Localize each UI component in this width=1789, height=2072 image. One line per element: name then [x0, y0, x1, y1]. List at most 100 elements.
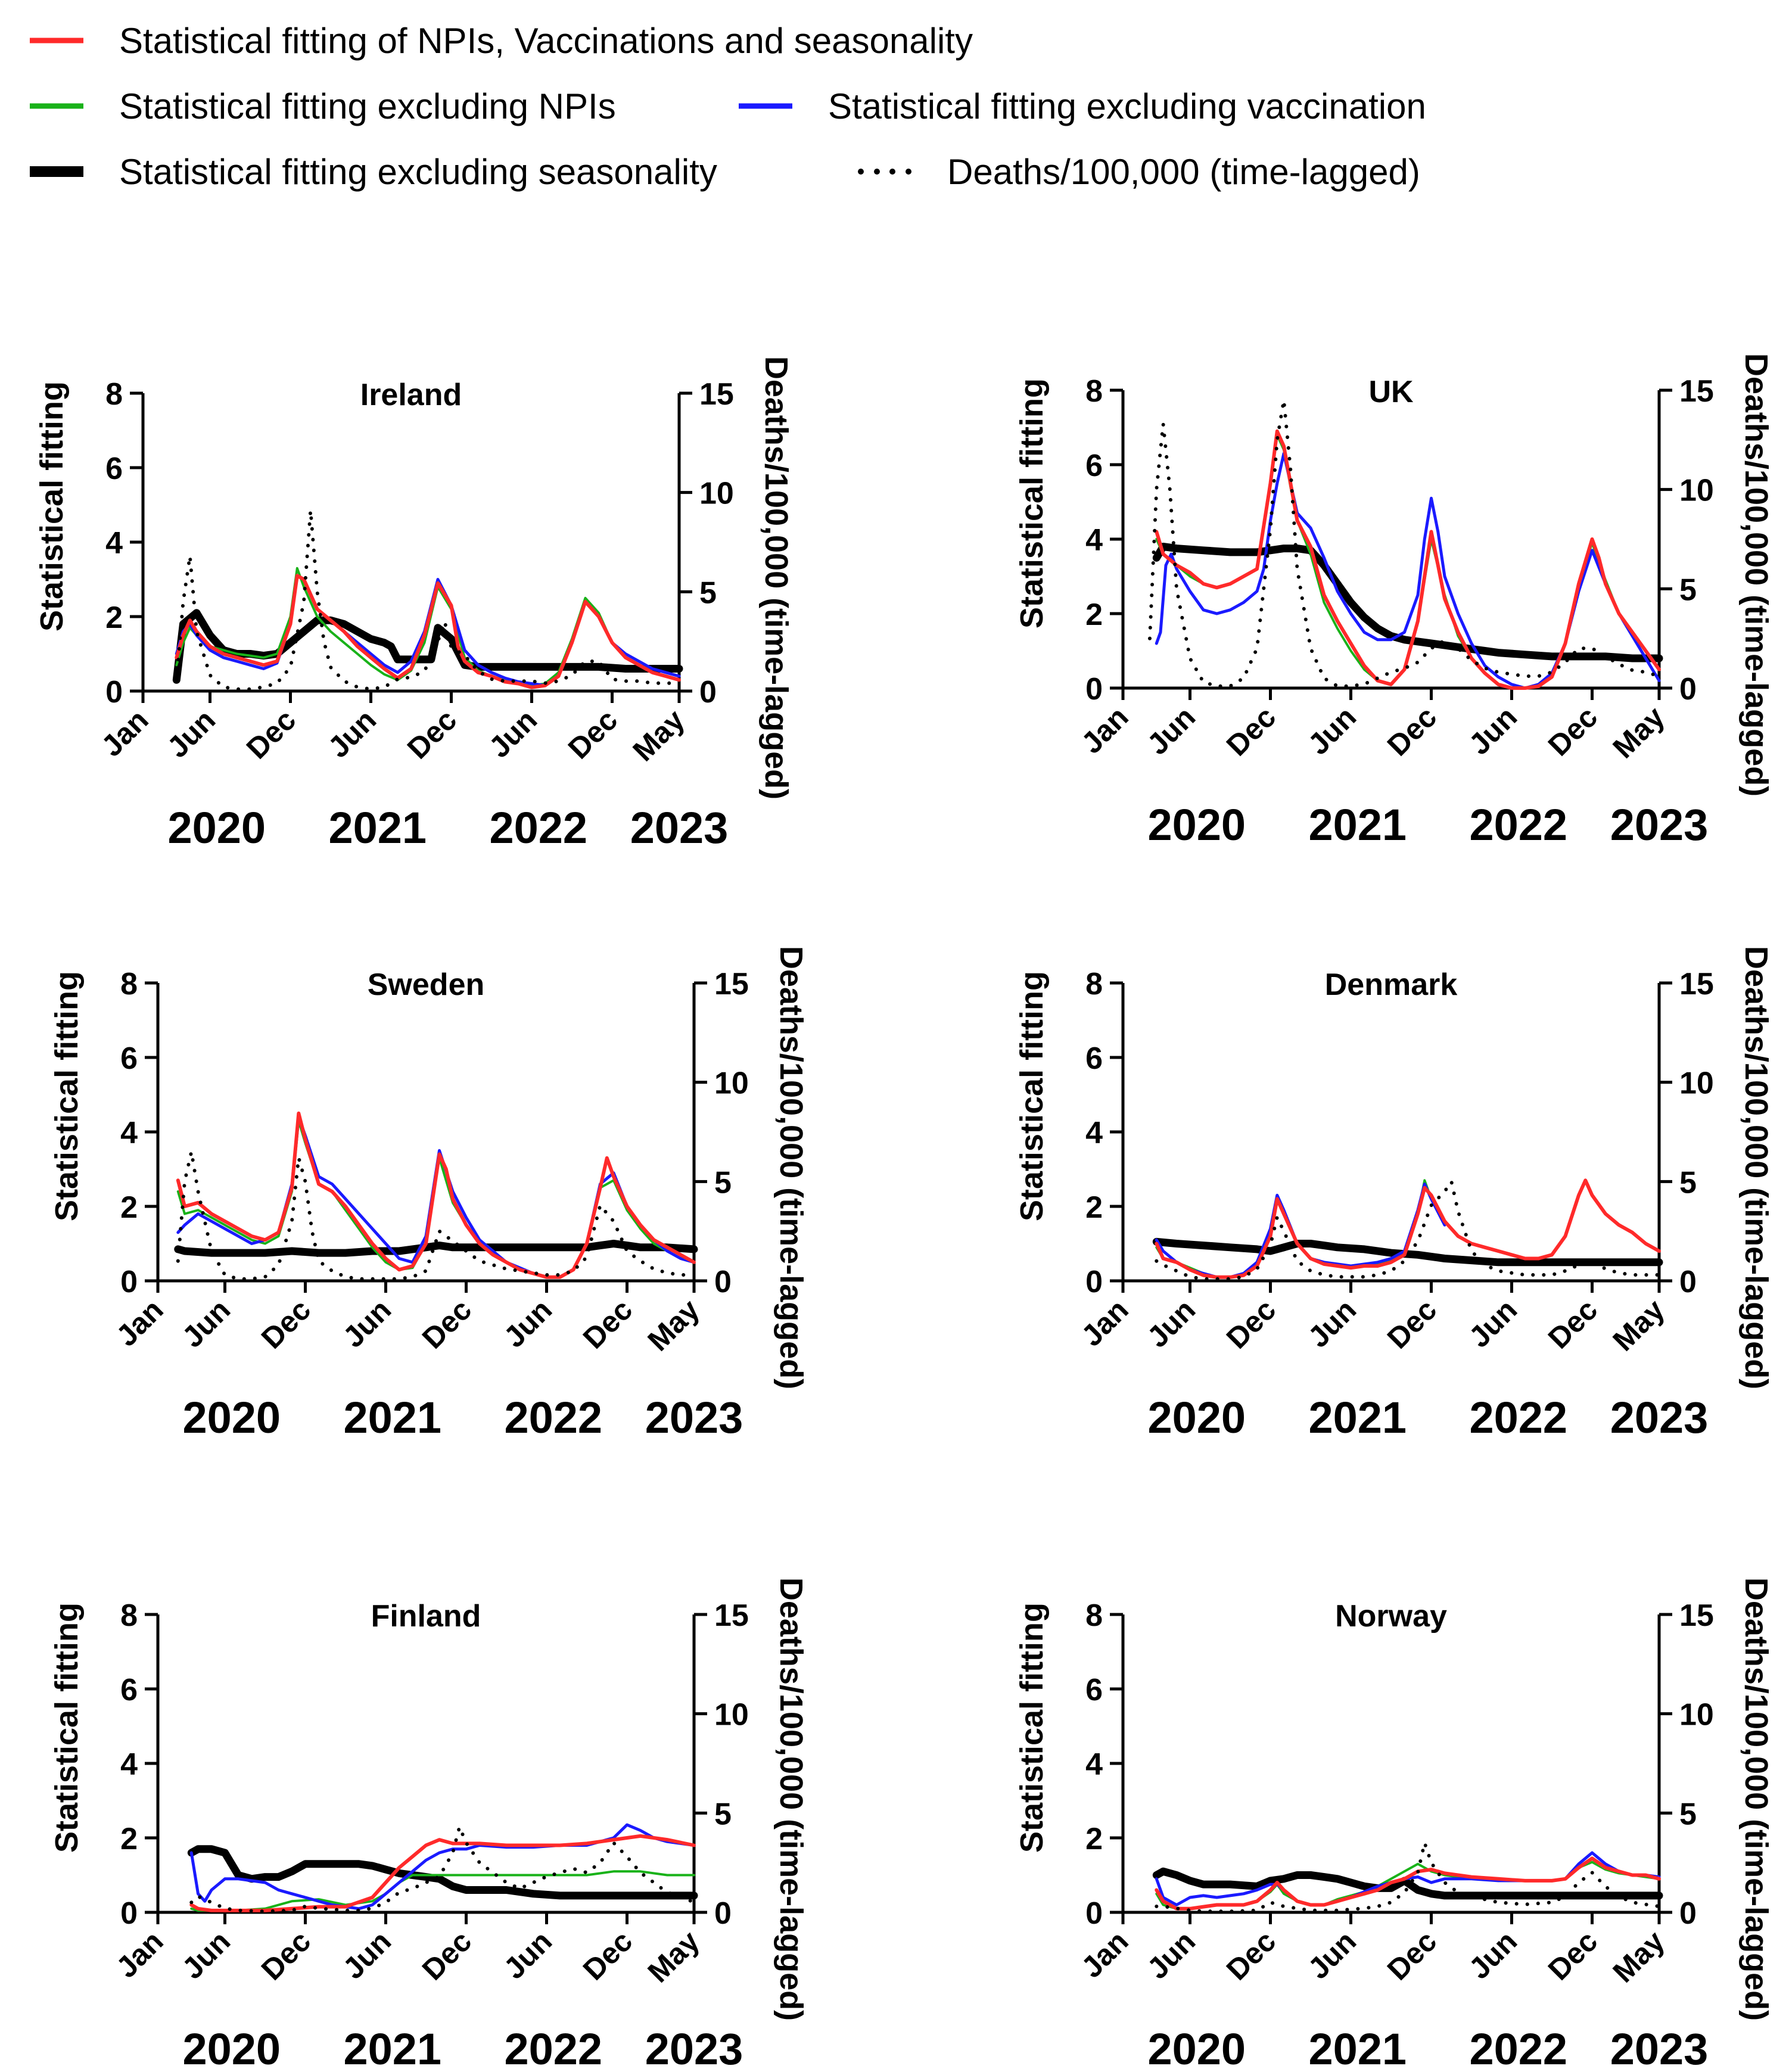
- y-tick-label: 2: [120, 1822, 138, 1856]
- y-tick-label: 2: [1085, 1190, 1103, 1225]
- x-tick-label: May: [641, 1293, 706, 1358]
- x-year-label: 2020: [182, 1393, 281, 1442]
- x-year-label: 2022: [1469, 1393, 1567, 1442]
- x-year-label: 2020: [1147, 1393, 1246, 1442]
- y2-tick-label: 15: [714, 1598, 749, 1633]
- y-tick-label: 6: [1085, 1673, 1103, 1707]
- x-tick-label: Dec: [577, 1293, 639, 1355]
- legend-swatch-excl-npi: [30, 82, 83, 130]
- chart-title: UK: [1368, 375, 1414, 409]
- legend-swatch-full: [30, 17, 83, 64]
- x-year-label: 2021: [1308, 1393, 1407, 1442]
- y2-tick-label: 5: [1679, 1797, 1697, 1831]
- series-line-excl-season: [174, 1240, 698, 1257]
- y2-axis-title: Deaths/100,000 (time-lagged): [758, 356, 794, 799]
- x-year-label: 2021: [343, 1393, 441, 1442]
- y-tick-label: 2: [1085, 1822, 1103, 1856]
- series-line-deaths: [1155, 1180, 1661, 1281]
- x-tick-label: Jun: [337, 1293, 397, 1354]
- x-tick-label: Dec: [1220, 1293, 1282, 1355]
- y-tick-label: 0: [1085, 1265, 1103, 1299]
- x-tick-label: Dec: [255, 1924, 317, 1986]
- x-year-label: 2020: [167, 803, 266, 853]
- x-year-label: 2020: [1147, 2024, 1246, 2072]
- legend-label-full: Statistical fitting of NPIs, Vaccination…: [119, 20, 973, 61]
- x-tick-label: Dec: [1381, 1293, 1443, 1355]
- y2-tick-label: 5: [1679, 573, 1697, 607]
- x-year-label: 2020: [182, 2024, 281, 2072]
- y2-tick-label: 15: [1679, 967, 1714, 1001]
- y-tick-label: 4: [1085, 1747, 1103, 1782]
- x-tick-label: Jun: [1463, 1293, 1523, 1354]
- x-tick-label: Jan: [110, 1924, 170, 1984]
- y2-axis-title: Deaths/100,000 (time-lagged): [773, 946, 809, 1389]
- x-year-label: 2022: [489, 803, 587, 853]
- series-line-full: [1155, 429, 1661, 690]
- series-line-excl-season: [1152, 1237, 1663, 1267]
- legend-swatch-deaths: [858, 148, 911, 195]
- chart-title: Norway: [1335, 1599, 1447, 1634]
- series-line-full: [1155, 1178, 1661, 1279]
- chart-title: Denmark: [1325, 967, 1458, 1002]
- x-tick-label: Jun: [322, 703, 382, 764]
- y-tick-label: 6: [1085, 449, 1103, 483]
- y2-tick-label: 15: [1679, 374, 1714, 409]
- series-line-excl-vacc: [1155, 1851, 1661, 1906]
- y2-axis-title: Deaths/100,000 (time-lagged): [1738, 353, 1774, 797]
- y-tick-label: 2: [1085, 598, 1103, 632]
- y2-tick-label: 0: [1679, 672, 1697, 707]
- x-tick-label: Dec: [416, 1293, 478, 1355]
- y-tick-label: 0: [120, 1265, 138, 1299]
- series-line-excl-season: [187, 1845, 698, 1900]
- y-axis-title: Statistical fitting: [1014, 971, 1050, 1221]
- x-tick-label: Dec: [1220, 700, 1282, 762]
- x-tick-label: Dec: [1381, 700, 1443, 762]
- y-tick-label: 4: [120, 1116, 138, 1150]
- x-tick-label: May: [626, 703, 691, 768]
- y2-tick-label: 5: [714, 1165, 732, 1200]
- x-tick-label: Dec: [1381, 1924, 1443, 1986]
- series-line-excl-season: [1152, 1867, 1663, 1900]
- chart-title: Finland: [371, 1599, 481, 1634]
- y2-tick-label: 15: [699, 377, 734, 412]
- y-tick-label: 6: [105, 452, 123, 486]
- x-tick-label: Dec: [1542, 1293, 1604, 1355]
- y-tick-label: 6: [1085, 1041, 1103, 1076]
- x-tick-label: Dec: [240, 703, 302, 765]
- series-line-excl-season: [1152, 543, 1663, 662]
- series-line-deaths: [1148, 398, 1661, 688]
- y-tick-label: 4: [120, 1747, 138, 1782]
- y-axis-title: Statistical fitting: [49, 1603, 85, 1853]
- legend-label-deaths: Deaths/100,000 (time-lagged): [947, 151, 1420, 192]
- legend-swatch-excl-season: [30, 148, 83, 195]
- x-tick-label: Jun: [1302, 1924, 1362, 1985]
- y-tick-label: 2: [120, 1190, 138, 1225]
- legend-item-deaths: Deaths/100,000 (time-lagged): [858, 148, 1420, 195]
- x-tick-label: Dec: [577, 1924, 639, 1986]
- x-tick-label: Jun: [1302, 1293, 1362, 1354]
- series-line-full: [1155, 1856, 1661, 1911]
- x-year-label: 2022: [1469, 2024, 1567, 2072]
- x-year-label: 2022: [504, 1393, 602, 1442]
- x-tick-label: Jun: [161, 703, 222, 764]
- x-tick-label: Dec: [255, 1293, 317, 1355]
- legend-item-excl-npi: Statistical fitting excluding NPIs: [30, 82, 616, 130]
- y2-tick-label: 5: [714, 1797, 732, 1831]
- x-tick-label: Dec: [1220, 1924, 1282, 1986]
- y2-tick-label: 10: [1679, 1698, 1714, 1732]
- y2-tick-label: 0: [1679, 1265, 1697, 1299]
- x-tick-label: Jun: [1463, 700, 1523, 761]
- x-year-label: 2023: [1610, 2024, 1709, 2072]
- y2-tick-label: 10: [1679, 1066, 1714, 1101]
- y2-tick-label: 10: [714, 1066, 749, 1101]
- x-tick-label: Jan: [110, 1293, 170, 1353]
- x-year-label: 2022: [504, 2024, 602, 2072]
- y-tick-label: 0: [1085, 1896, 1103, 1931]
- x-year-label: 2022: [1469, 800, 1567, 850]
- y2-tick-label: 5: [699, 575, 717, 610]
- legend: Statistical fitting of NPIs, Vaccination…: [0, 0, 1789, 214]
- x-tick-label: Jan: [1075, 700, 1135, 760]
